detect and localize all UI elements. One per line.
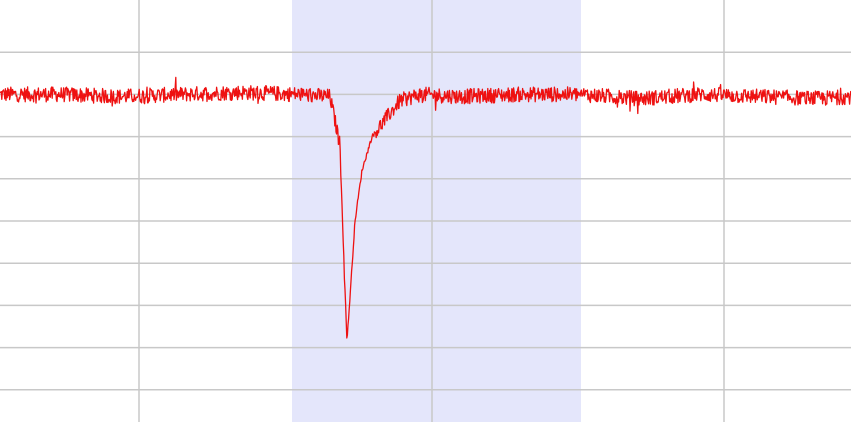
highlight-region bbox=[292, 0, 581, 422]
signal-line bbox=[0, 76, 851, 339]
